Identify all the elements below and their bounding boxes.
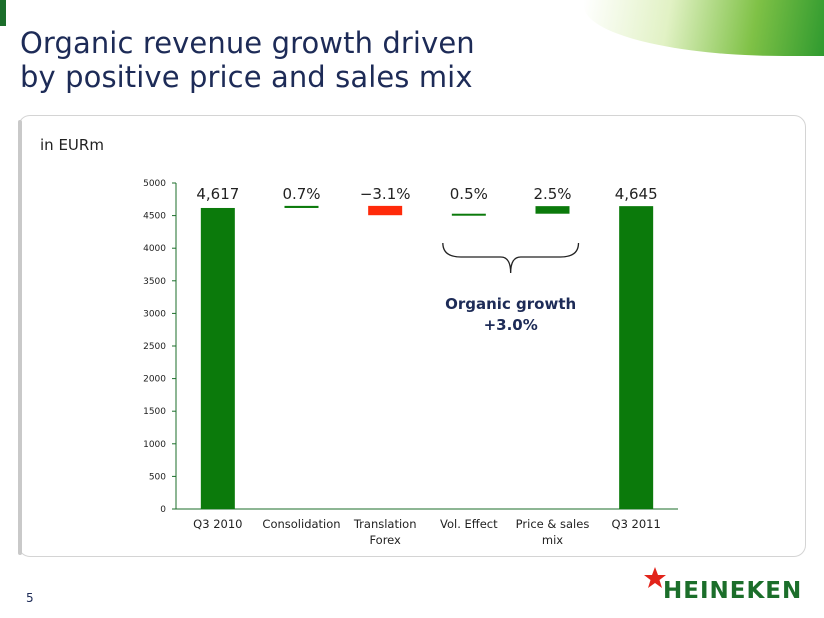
annotation-title: Organic growth xyxy=(445,295,576,313)
heineken-logo: HEINEKEN xyxy=(643,566,808,606)
bar-q3-2010 xyxy=(200,207,235,509)
x-axis-labels: Q3 2010 Consolidation Translation Forex Vol.… xyxy=(193,517,661,547)
slide-title-line-1: Organic revenue growth driven xyxy=(20,26,475,60)
annotation-value: +3.0% xyxy=(484,316,538,334)
x-tick-label: Price & sales xyxy=(516,517,590,531)
y-tick-label: 3500 xyxy=(143,277,166,287)
bar-value-label: 4,645 xyxy=(615,185,658,203)
bar-value-label: 0.5% xyxy=(450,185,488,203)
x-tick-label: mix xyxy=(542,533,563,547)
y-tick-label: 1500 xyxy=(143,407,166,417)
chart-value-labels: 4,617 0.7% −3.1% 0.5% 2.5% 4,645 xyxy=(196,185,657,203)
logo-wordmark: HEINEKEN xyxy=(663,578,803,604)
slide-title-line-2: by positive price and sales mix xyxy=(20,60,473,94)
y-tick-label: 3000 xyxy=(143,309,166,319)
bar-value-label: 4,617 xyxy=(196,185,239,203)
y-tick-label: 2500 xyxy=(143,342,166,352)
bar-value-label: 0.7% xyxy=(282,185,320,203)
organic-growth-annotation: Organic growth +3.0% xyxy=(442,242,580,334)
bar-value-label: −3.1% xyxy=(360,185,411,203)
y-tick-label: 4000 xyxy=(143,244,166,254)
bar-consolidation xyxy=(284,205,319,208)
bar-price-sales-mix xyxy=(535,206,570,214)
x-tick-label: Consolidation xyxy=(262,517,340,531)
red-star-icon xyxy=(644,567,666,588)
bar-value-label: 2.5% xyxy=(533,185,571,203)
corner-accent xyxy=(0,0,6,26)
panel-left-bar xyxy=(18,120,22,555)
y-axis: 0 500 1000 1500 2000 2500 3000 3500 4000 4500 5000 xyxy=(143,179,678,515)
x-tick-label: Vol. Effect xyxy=(440,517,498,531)
unit-label: in EURm xyxy=(40,136,104,154)
bar-translation-forex xyxy=(368,205,403,216)
x-tick-label: Translation xyxy=(353,517,417,531)
y-tick-label: 1000 xyxy=(143,440,166,450)
x-tick-label: Forex xyxy=(369,533,401,547)
y-tick-label: 2000 xyxy=(143,375,166,385)
page-number: 5 xyxy=(26,591,34,605)
y-tick-label: 0 xyxy=(160,505,166,515)
bar-q3-2011 xyxy=(619,206,654,509)
chart-bars xyxy=(200,205,654,509)
x-tick-label: Q3 2011 xyxy=(612,517,661,531)
slide-title: Organic revenue growth driven by positiv… xyxy=(20,26,475,94)
y-tick-label: 5000 xyxy=(143,179,166,189)
bar-vol-effect xyxy=(451,213,486,216)
y-tick-label: 500 xyxy=(149,472,166,482)
y-tick-label: 4500 xyxy=(143,212,166,222)
chart-panel xyxy=(18,115,806,557)
curly-brace xyxy=(442,242,580,274)
x-tick-label: Q3 2010 xyxy=(193,517,242,531)
